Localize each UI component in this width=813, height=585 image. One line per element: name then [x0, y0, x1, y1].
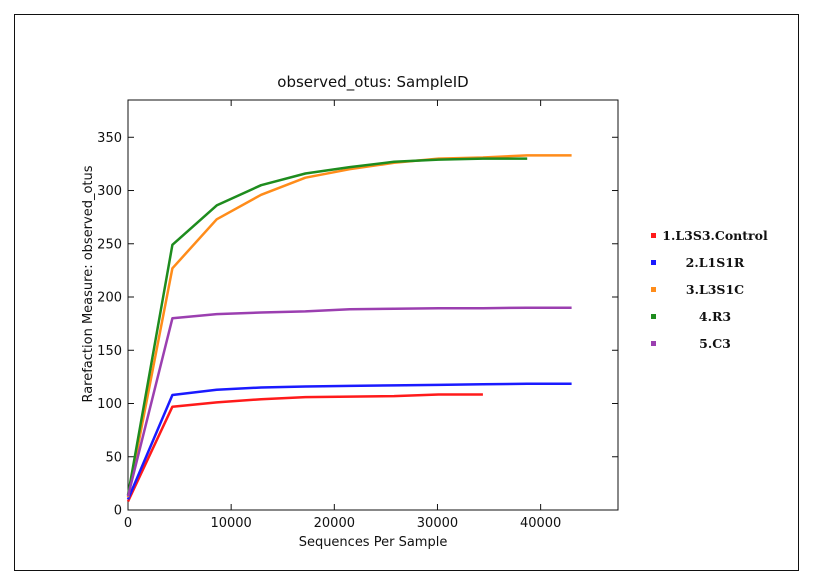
- legend-swatch: [651, 314, 656, 319]
- x-tick-label: 20000: [314, 516, 355, 531]
- y-tick-label: 100: [97, 397, 122, 412]
- plot-area-border: [127, 99, 619, 511]
- x-tick-label: 40000: [520, 516, 561, 531]
- y-tick-label: 150: [97, 344, 122, 359]
- y-tick-label: 300: [97, 184, 122, 199]
- legend-swatch: [651, 287, 656, 292]
- x-tick-label: 10000: [210, 516, 251, 531]
- legend-label: 4.R3: [699, 309, 731, 324]
- x-axis-label: Sequences Per Sample: [299, 535, 448, 550]
- y-tick-label: 50: [105, 450, 122, 465]
- figure-border: [14, 14, 799, 571]
- x-tick-label: 30000: [417, 516, 458, 531]
- y-axis-label: Rarefaction Measure: observed_otus: [81, 165, 96, 402]
- legend-swatch: [651, 341, 656, 346]
- series-line: [126, 154, 572, 498]
- legend-swatch: [651, 233, 656, 238]
- series-line: [126, 382, 572, 500]
- y-tick-label: 350: [97, 131, 122, 146]
- legend-swatch: [651, 260, 656, 265]
- series-line: [126, 393, 483, 503]
- series-line: [126, 157, 528, 496]
- y-tick-label: 250: [97, 237, 122, 252]
- chart-title: observed_otus: SampleID: [277, 73, 468, 92]
- legend-label: 1.L3S3.Control: [662, 228, 768, 243]
- y-tick-label: 0: [114, 504, 122, 519]
- legend-label: 3.L3S1C: [686, 282, 744, 297]
- series-line: [126, 306, 572, 497]
- legend-label: 2.L1S1R: [686, 255, 745, 270]
- legend: 1.L3S3.Control 2.L1S1R 3.L3S1C 4.R3 5.C3: [651, 228, 768, 351]
- y-tick-label: 200: [97, 291, 122, 306]
- x-tick-label: 0: [124, 516, 132, 531]
- legend-label: 5.C3: [699, 336, 731, 351]
